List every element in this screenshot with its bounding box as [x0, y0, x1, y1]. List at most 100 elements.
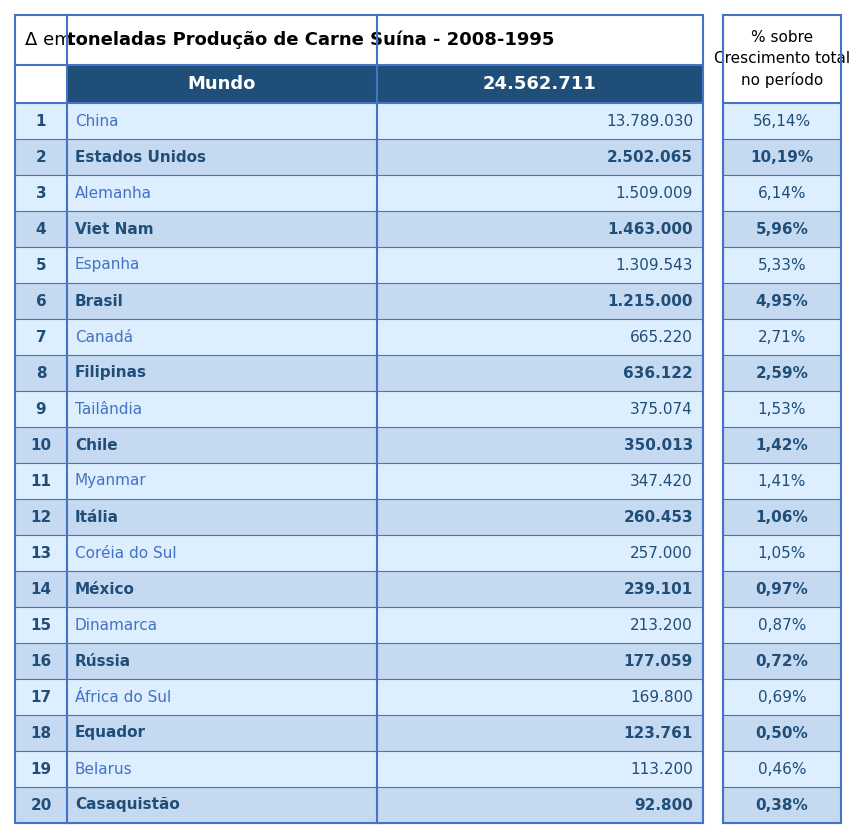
- Text: 2,59%: 2,59%: [756, 366, 808, 381]
- Bar: [723, 715, 841, 751]
- Text: 14: 14: [31, 581, 51, 596]
- Text: 1: 1: [36, 114, 46, 129]
- Text: Filipinas: Filipinas: [75, 366, 147, 381]
- Text: 1.509.009: 1.509.009: [615, 185, 693, 200]
- Text: Estados Unidos: Estados Unidos: [75, 149, 206, 164]
- Text: 0,72%: 0,72%: [756, 654, 808, 669]
- Text: 11: 11: [31, 473, 51, 488]
- Bar: [67, 65, 703, 103]
- Text: Itália: Itália: [75, 509, 119, 524]
- Bar: [723, 607, 841, 643]
- Bar: [723, 283, 841, 319]
- Text: 9: 9: [36, 402, 46, 417]
- Bar: [723, 535, 841, 571]
- Bar: [15, 15, 703, 823]
- Bar: [15, 65, 67, 103]
- Text: 1,05%: 1,05%: [758, 545, 806, 560]
- Bar: [723, 355, 841, 391]
- Text: 0,87%: 0,87%: [758, 618, 806, 632]
- Text: 0,69%: 0,69%: [758, 690, 806, 705]
- Text: 18: 18: [31, 726, 51, 741]
- Text: Alemanha: Alemanha: [75, 185, 152, 200]
- Bar: [723, 139, 841, 175]
- Text: 1,41%: 1,41%: [758, 473, 806, 488]
- Text: 2: 2: [36, 149, 46, 164]
- Text: 8: 8: [36, 366, 46, 381]
- Text: 6,14%: 6,14%: [758, 185, 806, 200]
- Text: 16: 16: [30, 654, 51, 669]
- Text: Viet Nam: Viet Nam: [75, 221, 153, 236]
- Text: 2,71%: 2,71%: [758, 330, 806, 345]
- Text: 0,46%: 0,46%: [758, 762, 806, 777]
- Text: 56,14%: 56,14%: [753, 114, 811, 129]
- Text: 92.800: 92.800: [634, 797, 693, 812]
- Bar: [723, 751, 841, 787]
- Text: 13: 13: [31, 545, 51, 560]
- Text: Dinamarca: Dinamarca: [75, 618, 158, 632]
- Text: Tailândia: Tailândia: [75, 402, 142, 417]
- Bar: [723, 247, 841, 283]
- Text: 17: 17: [31, 690, 51, 705]
- Bar: [15, 463, 703, 499]
- Bar: [15, 715, 703, 751]
- Text: Casaquistão: Casaquistão: [75, 797, 180, 812]
- Text: Myanmar: Myanmar: [75, 473, 146, 488]
- Text: 1,06%: 1,06%: [756, 509, 808, 524]
- Text: China: China: [75, 114, 118, 129]
- Bar: [723, 391, 841, 427]
- Text: 239.101: 239.101: [624, 581, 693, 596]
- Text: Brasil: Brasil: [75, 293, 124, 308]
- Text: 1,53%: 1,53%: [758, 402, 806, 417]
- Bar: [723, 15, 841, 823]
- Text: África do Sul: África do Sul: [75, 690, 171, 705]
- Bar: [723, 679, 841, 715]
- Bar: [723, 15, 841, 103]
- Bar: [15, 571, 703, 607]
- Bar: [15, 751, 703, 787]
- Text: 5: 5: [36, 257, 46, 272]
- Text: 1.463.000: 1.463.000: [608, 221, 693, 236]
- Text: 10: 10: [31, 438, 51, 453]
- Text: Belarus: Belarus: [75, 762, 133, 777]
- Text: % sobre
Crescimento total
no período: % sobre Crescimento total no período: [714, 30, 850, 89]
- Bar: [15, 499, 703, 535]
- Text: 347.420: 347.420: [630, 473, 693, 488]
- Text: 375.074: 375.074: [630, 402, 693, 417]
- Text: 350.013: 350.013: [624, 438, 693, 453]
- Text: 665.220: 665.220: [630, 330, 693, 345]
- Text: 7: 7: [36, 330, 46, 345]
- Bar: [723, 499, 841, 535]
- Bar: [723, 427, 841, 463]
- Text: 2.502.065: 2.502.065: [607, 149, 693, 164]
- Text: 4: 4: [36, 221, 46, 236]
- Bar: [15, 355, 703, 391]
- Text: 13.789.030: 13.789.030: [606, 114, 693, 129]
- Bar: [723, 319, 841, 355]
- Bar: [15, 103, 703, 139]
- Text: 0,97%: 0,97%: [756, 581, 808, 596]
- Text: 169.800: 169.800: [630, 690, 693, 705]
- Bar: [723, 15, 841, 823]
- Text: 636.122: 636.122: [623, 366, 693, 381]
- Bar: [15, 607, 703, 643]
- Bar: [15, 175, 703, 211]
- Text: 1.215.000: 1.215.000: [608, 293, 693, 308]
- Bar: [723, 571, 841, 607]
- Text: Coréia do Sul: Coréia do Sul: [75, 545, 176, 560]
- Text: 1,42%: 1,42%: [756, 438, 808, 453]
- Bar: [723, 463, 841, 499]
- Bar: [15, 247, 703, 283]
- Bar: [15, 391, 703, 427]
- Text: Mundo: Mundo: [187, 75, 256, 93]
- Text: 10,19%: 10,19%: [751, 149, 813, 164]
- Text: 3: 3: [36, 185, 46, 200]
- Text: 6: 6: [36, 293, 46, 308]
- Bar: [15, 283, 703, 319]
- Text: 15: 15: [31, 618, 51, 632]
- Text: toneladas Produção de Carne Suína - 2008-1995: toneladas Produção de Carne Suína - 2008…: [67, 31, 555, 49]
- Text: 213.200: 213.200: [630, 618, 693, 632]
- Text: Rússia: Rússia: [75, 654, 131, 669]
- Text: Canadá: Canadá: [75, 330, 134, 345]
- Text: 20: 20: [30, 797, 51, 812]
- Bar: [15, 643, 703, 679]
